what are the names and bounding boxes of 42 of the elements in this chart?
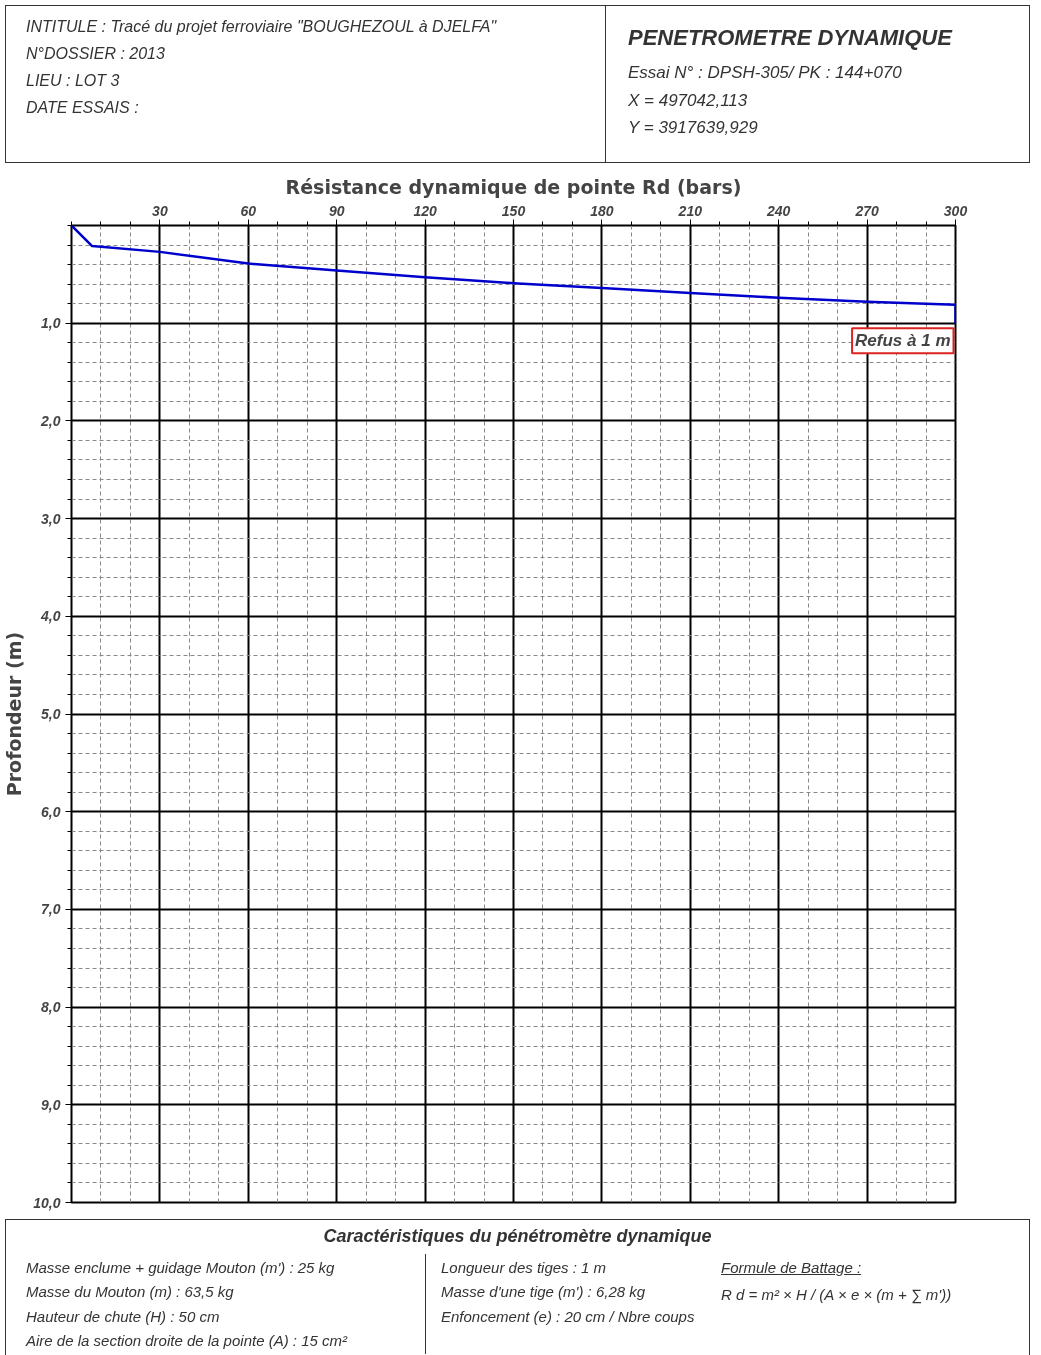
text: Aire de la section droite de la pointe (A) : 15 cm² bbox=[26, 1330, 349, 1351]
y-tick-label: 1,0 bbox=[41, 315, 61, 332]
x-tick-label: 270 bbox=[854, 202, 879, 219]
text: R d = m² × H / (A × e × (m + ∑ m')) bbox=[721, 1285, 952, 1306]
text: Enfoncement (e) : 20 cm / Nbre coups bbox=[441, 1306, 696, 1327]
x-tick-label: 240 bbox=[766, 202, 791, 219]
x-axis-title: Résistance dynamique de pointe Rd (bars) bbox=[285, 175, 742, 198]
x-tick-label: 60 bbox=[240, 202, 257, 219]
text: Masse enclume + guidage Mouton (m') : 25 kg bbox=[26, 1257, 336, 1278]
y-tick-label: 3,0 bbox=[41, 510, 61, 527]
y-tick-label: 6,0 bbox=[41, 803, 61, 820]
text: X = 497042,113 bbox=[628, 89, 749, 112]
y-tick-label: 7,0 bbox=[41, 901, 61, 918]
text: Masse du Mouton (m) : 63,5 kg bbox=[26, 1282, 235, 1303]
text: Essai N° : DPSH-305/ PK : 144+070 bbox=[628, 62, 903, 85]
y-tick-label: 8,0 bbox=[41, 999, 61, 1016]
y-tick-label: 10,0 bbox=[33, 1194, 61, 1211]
x-tick-label: 210 bbox=[677, 202, 703, 219]
y-tick-label: 5,0 bbox=[41, 706, 61, 722]
x-tick-label: 180 bbox=[590, 202, 614, 219]
x-tick-label: 120 bbox=[413, 202, 437, 219]
line-series bbox=[71, 225, 956, 325]
x-tick-label: 300 bbox=[943, 202, 968, 219]
y-tick-label: 4,0 bbox=[40, 608, 61, 625]
x-tick-label: 90 bbox=[328, 202, 345, 219]
text: Hauteur de chute (H) : 50 cm bbox=[26, 1306, 221, 1327]
x-tick-label: 30 bbox=[152, 202, 168, 219]
text: DATE ESSAIS : bbox=[26, 97, 140, 118]
y-axis-title: Profondeur (m) bbox=[3, 631, 26, 797]
text: Formule de Battage : bbox=[721, 1257, 863, 1278]
text: Caractéristiques du pénétromètre dynamique bbox=[322, 1225, 713, 1248]
text: LIEU : LOT 3 bbox=[26, 70, 121, 91]
text: Longueur des tiges : 1 m bbox=[441, 1257, 608, 1278]
text: INTITULE : Tracé du projet ferroviaire "BOUGHEZOUL à DJELFA" bbox=[26, 17, 498, 37]
annotation: Refus à 1 m bbox=[855, 331, 951, 351]
y-tick-label: 2,0 bbox=[40, 412, 61, 429]
x-tick-label: 150 bbox=[501, 202, 526, 219]
text: Masse d'une tige (m') : 6,28 kg bbox=[441, 1282, 647, 1303]
y-tick-label: 9,0 bbox=[41, 1096, 61, 1113]
text: N°DOSSIER : 2013 bbox=[26, 43, 166, 64]
chart-title: PENETROMETRE DYNAMIQUE bbox=[628, 24, 952, 52]
text: Y = 3917639,929 bbox=[628, 117, 759, 139]
